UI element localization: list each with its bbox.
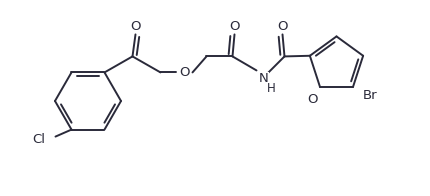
- Text: Cl: Cl: [32, 133, 46, 146]
- Text: O: O: [306, 93, 316, 106]
- Text: O: O: [276, 20, 287, 33]
- Text: N: N: [258, 72, 267, 85]
- Text: O: O: [229, 20, 239, 33]
- Text: O: O: [179, 66, 189, 79]
- Text: Br: Br: [362, 89, 377, 102]
- Text: H: H: [266, 83, 275, 95]
- Text: O: O: [130, 20, 141, 33]
